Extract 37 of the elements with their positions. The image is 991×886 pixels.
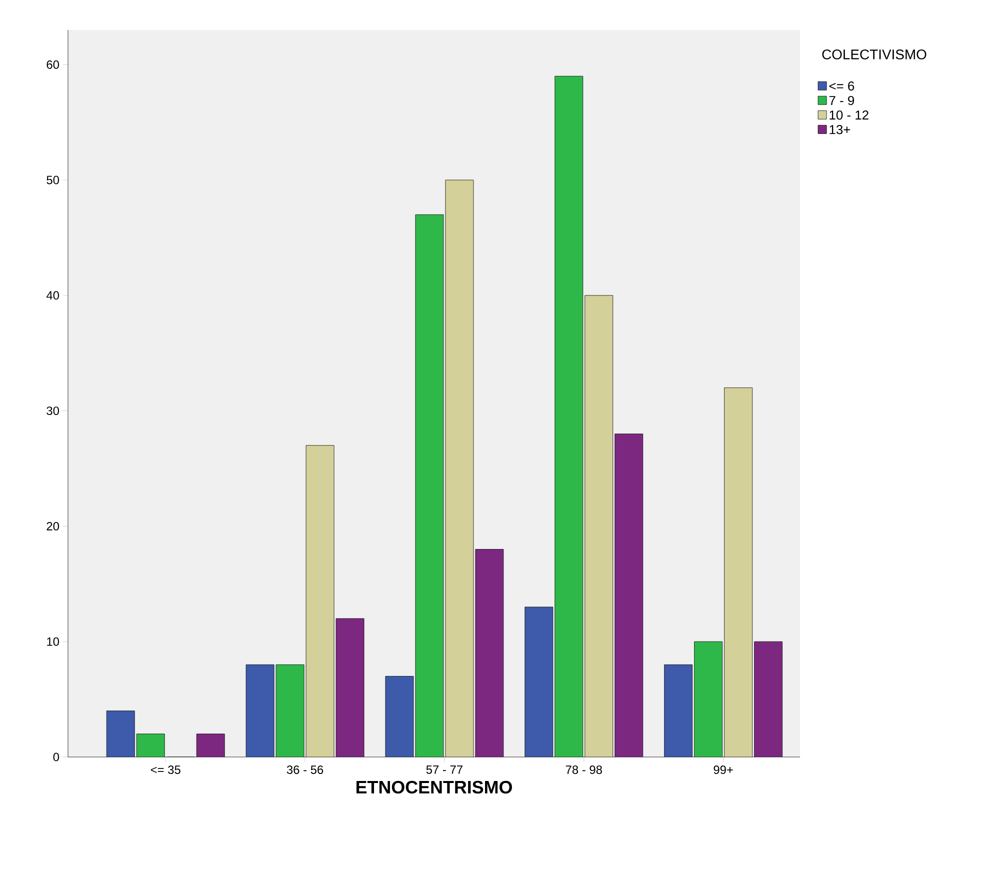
bar bbox=[614, 434, 643, 757]
y-tick-label: 0 bbox=[53, 752, 60, 762]
legend-label: 7 - 9 bbox=[829, 96, 854, 106]
y-tick-label: 40 bbox=[46, 291, 60, 300]
x-tick-label: 57 - 77 bbox=[426, 766, 462, 774]
bar bbox=[475, 549, 504, 757]
x-tick-label: 78 - 98 bbox=[566, 766, 602, 774]
bar bbox=[306, 445, 334, 757]
y-tick-label: 20 bbox=[46, 522, 60, 530]
bar bbox=[136, 734, 165, 757]
x-tick-label: 99+ bbox=[714, 766, 733, 774]
bar bbox=[584, 295, 613, 757]
bar bbox=[664, 664, 693, 757]
bar bbox=[336, 618, 364, 757]
bar bbox=[694, 641, 723, 757]
bar bbox=[524, 606, 553, 757]
bar bbox=[385, 676, 414, 757]
x-tick-label: 36 - 56 bbox=[286, 766, 324, 774]
legend-label: 10 - 12 bbox=[830, 110, 868, 120]
bar bbox=[554, 76, 583, 757]
legend-label: 13+ bbox=[830, 124, 850, 134]
legend-label: <= 6 bbox=[829, 81, 854, 91]
legend-title: COLECTIVISMO bbox=[822, 50, 926, 60]
x-axis-title: ETNOCENTRISMO bbox=[356, 780, 512, 794]
bar bbox=[276, 664, 304, 757]
bar bbox=[724, 388, 753, 757]
x-tick-label: <= 35 bbox=[150, 766, 180, 774]
bar bbox=[415, 214, 444, 757]
bar bbox=[196, 734, 225, 757]
bar bbox=[754, 641, 783, 757]
y-tick-label: 50 bbox=[46, 176, 60, 184]
y-tick-label: 30 bbox=[46, 406, 60, 416]
bar bbox=[445, 180, 474, 757]
y-tick-label: 60 bbox=[46, 60, 60, 69]
bar bbox=[246, 664, 274, 757]
bar bbox=[106, 710, 135, 757]
y-tick-label: 10 bbox=[47, 637, 60, 646]
